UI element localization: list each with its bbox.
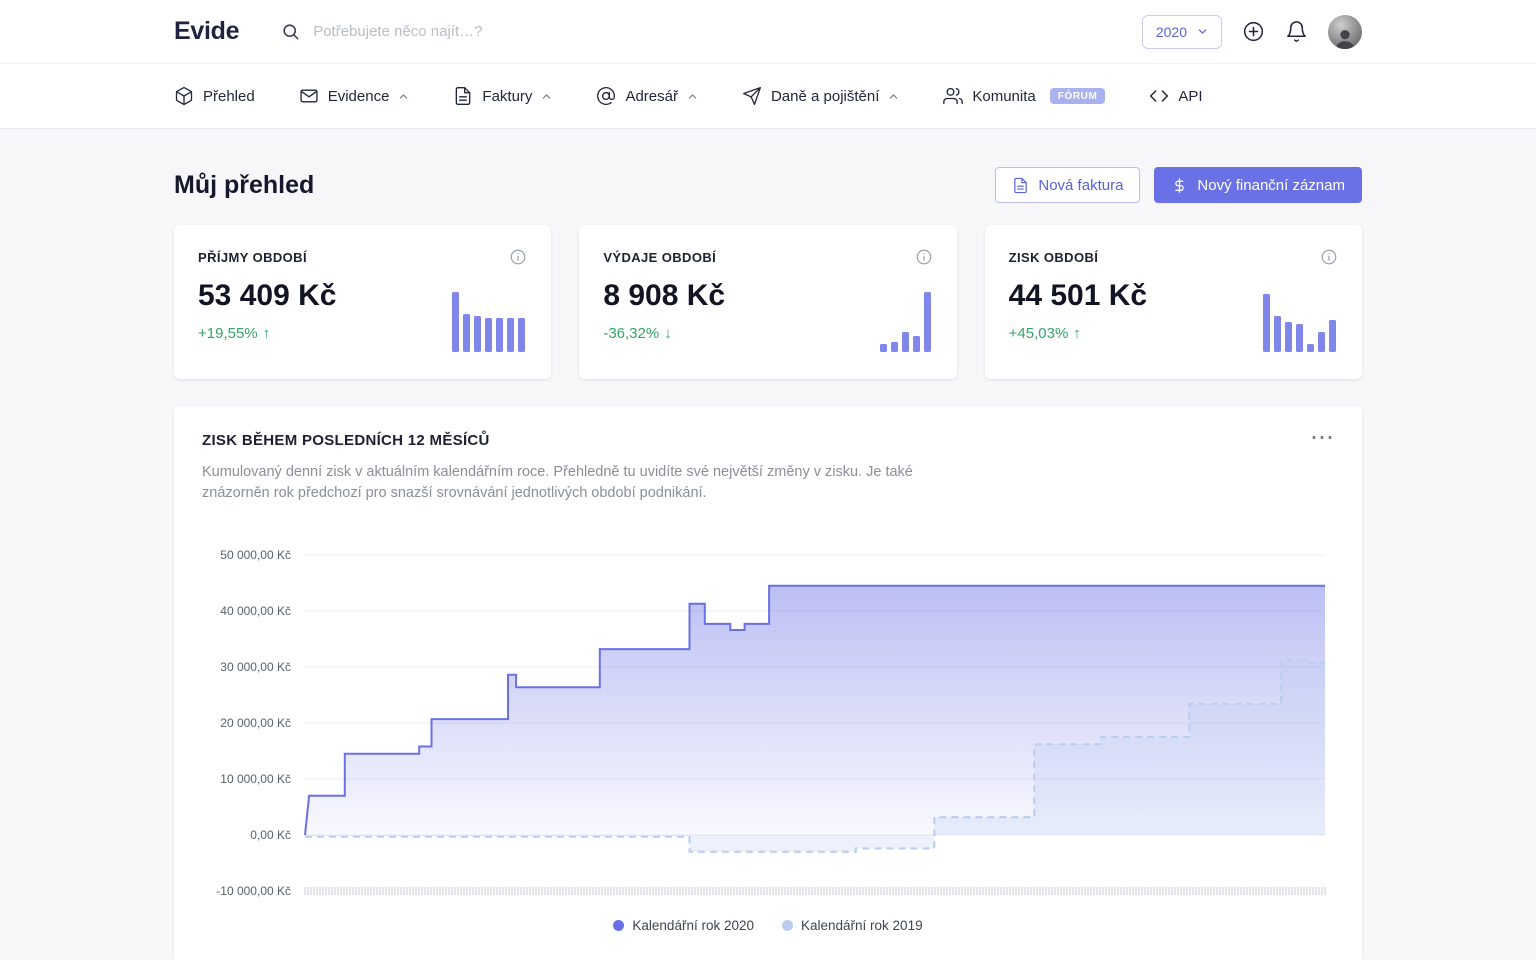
search-bar <box>281 22 1142 41</box>
stat-value: 53 409 Kč <box>198 279 337 312</box>
forum-badge: FÓRUM <box>1049 88 1106 104</box>
chevron-up-icon <box>890 93 898 99</box>
profit-chart: 50 000,00 Kč 40 000,00 Kč 30 000,00 Kč 20 0… <box>216 548 1326 898</box>
users-icon <box>943 87 964 105</box>
chevron-up-icon <box>543 93 551 99</box>
legend-label-2019: Kalendářní rok 2019 <box>801 918 923 934</box>
send-icon <box>742 87 761 106</box>
stat-value: 8 908 Kč <box>603 279 726 312</box>
topbar: Evide 2020 <box>0 0 1536 64</box>
nav-label: Daně a pojištění <box>770 87 880 105</box>
stat-delta: +19,55% ↑ <box>198 325 527 342</box>
delta-percent: +45,03% <box>1008 325 1069 342</box>
nav-item-evidence[interactable]: Evidence <box>299 86 410 106</box>
stat-sparkline <box>452 290 526 352</box>
avatar[interactable] <box>1328 14 1362 49</box>
chart-description: Kumulovaný denní zisk v aktuálním kalend… <box>202 464 913 501</box>
chart-area: 50 000,00 Kč 40 000,00 Kč 30 000,00 Kč 20 0… <box>202 535 1334 912</box>
stat-delta: +45,03% ↑ <box>1009 325 1338 342</box>
page-header: Můj přehled Nová faktura Nový finanční z… <box>174 167 1362 203</box>
chart-menu-button[interactable]: ⋯ <box>1310 424 1334 451</box>
code-icon <box>1150 90 1169 102</box>
svg-text:-10 000,00 Kč: -10 000,00 Kč <box>216 884 291 898</box>
svg-text:40 000,00 Kč: 40 000,00 Kč <box>220 604 291 618</box>
stat-label: PŘÍJMY OBDOBÍ <box>198 249 307 265</box>
stat-card-profit: ZISK OBDOBÍ 44 501 Kč +45,03% ↑ <box>984 225 1362 379</box>
box-icon <box>175 87 193 106</box>
chart-legend: Kalendářní rok 2020 Kalendářní rok 2019 <box>202 918 1334 933</box>
at-sign-icon <box>597 87 616 105</box>
year-value: 2020 <box>1155 23 1187 40</box>
avatar-silhouette-icon <box>1335 29 1355 49</box>
legend-dot-2020-icon <box>613 920 625 932</box>
chevron-up-icon <box>688 93 697 99</box>
svg-text:30 000,00 Kč: 30 000,00 Kč <box>220 660 291 674</box>
nav-item-faktury[interactable]: Faktury <box>453 86 552 106</box>
nav-item-adresar[interactable]: Adresář <box>596 86 698 106</box>
stats-row: PŘÍJMY OBDOBÍ 53 409 Kč +19,55% ↑ VÝDAJE… <box>174 225 1362 379</box>
svg-text:20 000,00 Kč: 20 000,00 Kč <box>220 716 291 730</box>
envelope-icon <box>300 89 318 103</box>
nav-item-api[interactable]: API <box>1149 86 1203 106</box>
svg-text:0,00 Kč: 0,00 Kč <box>250 828 291 842</box>
delta-percent: -36,32% <box>603 325 660 342</box>
nav-label: Komunita <box>972 87 1036 105</box>
search-input[interactable] <box>313 23 654 40</box>
main-nav: Přehled Evidence Faktury Adresář Daně a … <box>0 64 1536 129</box>
file-text-icon <box>456 87 471 106</box>
notifications-button[interactable] <box>1285 20 1308 43</box>
nav-label: Přehled <box>203 87 255 105</box>
stat-sparkline <box>1263 290 1336 352</box>
stat-sparkline <box>879 290 931 352</box>
nav-label: API <box>1178 87 1203 105</box>
nav-item-komunita[interactable]: Komunita FÓRUM <box>943 86 1106 106</box>
chart-card-header: ZISK BĚHEM POSLEDNÍCH 12 MĚSÍCŮ ⋯ <box>202 424 1334 451</box>
chevron-down-icon <box>1198 29 1207 34</box>
invoice-icon <box>1014 177 1028 193</box>
info-icon[interactable] <box>915 248 933 266</box>
delta-percent: +19,55% <box>198 325 258 342</box>
stat-delta: -36,32% ↓ <box>603 325 932 342</box>
page-actions: Nová faktura Nový finanční záznam <box>995 167 1362 203</box>
chart-title: ZISK BĚHEM POSLEDNÍCH 12 MĚSÍCŮ <box>202 432 490 449</box>
nav-label: Faktury <box>482 87 533 105</box>
trend-down-icon: ↓ <box>664 325 672 342</box>
stat-value: 44 501 Kč <box>1008 279 1148 312</box>
add-button[interactable] <box>1242 20 1265 43</box>
info-icon[interactable] <box>1320 248 1338 266</box>
legend-item-2019: Kalendářní rok 2019 <box>782 918 923 933</box>
stat-card-expenses: VÝDAJE OBDOBÍ 8 908 Kč -36,32% ↓ <box>579 225 957 379</box>
nav-label: Evidence <box>327 87 390 105</box>
nav-item-prehled[interactable]: Přehled <box>174 86 255 106</box>
new-invoice-label: Nová faktura <box>1038 176 1124 194</box>
year-selector[interactable]: 2020 <box>1141 14 1222 49</box>
stat-label: VÝDAJE OBDOBÍ <box>603 249 717 265</box>
legend-label-2020: Kalendářní rok 2020 <box>632 918 754 934</box>
info-icon[interactable] <box>509 248 527 266</box>
nav-label: Adresář <box>625 87 678 105</box>
plus-circle-icon <box>1243 21 1264 42</box>
legend-item-2020: Kalendářní rok 2020 <box>613 918 754 933</box>
topbar-actions: 2020 <box>1141 14 1362 49</box>
new-record-label: Nový finanční záznam <box>1197 176 1345 194</box>
trend-up-icon: ↑ <box>1073 325 1081 342</box>
search-icon <box>283 24 299 40</box>
profit-chart-card: ZISK BĚHEM POSLEDNÍCH 12 MĚSÍCŮ ⋯ Kumulo… <box>174 406 1362 960</box>
trend-up-icon: ↑ <box>262 325 271 342</box>
new-invoice-button[interactable]: Nová faktura <box>995 167 1141 203</box>
dollar-icon <box>1175 177 1185 193</box>
svg-text:50 000,00 Kč: 50 000,00 Kč <box>220 548 291 562</box>
main-content: Můj přehled Nová faktura Nový finanční z… <box>174 167 1362 960</box>
svg-text:10 000,00 Kč: 10 000,00 Kč <box>220 772 291 786</box>
nav-item-dane-a-pojisteni[interactable]: Daně a pojištění <box>742 86 899 106</box>
page-title: Můj přehled <box>174 170 315 199</box>
bell-icon <box>1287 21 1306 42</box>
stat-label: ZISK OBDOBÍ <box>1008 249 1099 265</box>
new-financial-record-button[interactable]: Nový finanční záznam <box>1154 167 1362 203</box>
legend-dot-2019-icon <box>782 920 793 932</box>
brand-logo[interactable]: Evide <box>174 17 240 45</box>
stat-card-income: PŘÍJMY OBDOBÍ 53 409 Kč +19,55% ↑ <box>174 225 552 379</box>
chevron-up-icon <box>400 93 408 99</box>
